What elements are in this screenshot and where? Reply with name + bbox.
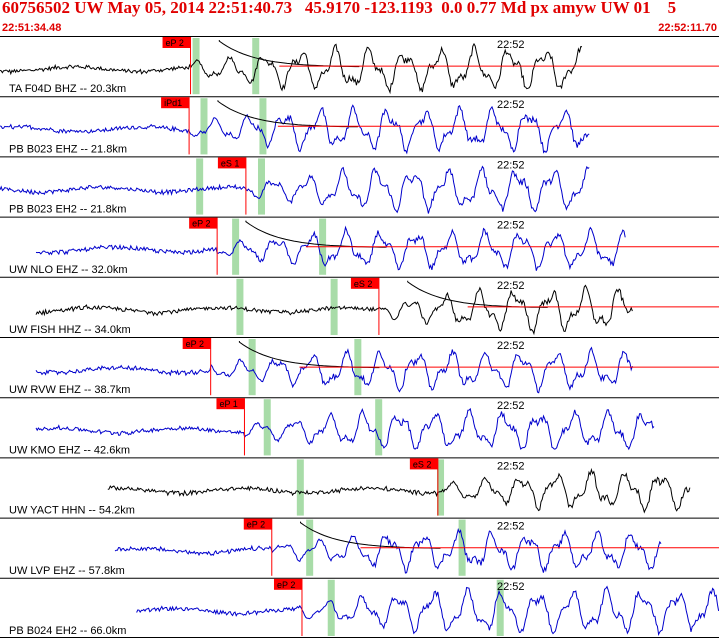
waveform [107, 467, 691, 514]
waveform [114, 528, 662, 574]
trace-row: eS 2 22:52 UW FISH HHZ -- 34.0km [0, 276, 719, 336]
trace-row: eP 2 22:52 TA F04D BHZ -- 20.3km [0, 36, 719, 95]
waveform [35, 284, 633, 336]
time-marker: 22:52 [497, 340, 525, 352]
station-label: UW KMO EHZ -- 42.6km [9, 444, 130, 456]
pick-window [327, 579, 335, 636]
pick-window [296, 459, 304, 516]
pick-window [437, 459, 445, 516]
coda-curve [407, 280, 548, 308]
pick-window [375, 399, 383, 456]
station-label: PB B023 EH2 -- 21.8km [9, 204, 126, 216]
station-label: UW LVP EHZ -- 57.8km [9, 565, 125, 577]
coda-curve [245, 220, 386, 248]
pick-flag[interactable] [182, 338, 211, 349]
pick-flag[interactable] [350, 277, 379, 289]
trace-row: eP 2 22:52 UW NLO EHZ -- 32.0km [0, 216, 719, 276]
pick-label[interactable]: eP 2 [247, 520, 265, 530]
pick-window [330, 278, 338, 335]
pick-window [236, 278, 244, 335]
time-marker: 22:52 [497, 460, 525, 472]
trace-row: eP 2 22:52 UW LVP EHZ -- 57.8km [0, 517, 719, 577]
pick-window [196, 158, 204, 215]
pick-window [192, 38, 200, 95]
end-time: 22:52:11.70 [658, 22, 717, 34]
pick-flag[interactable] [409, 458, 438, 470]
seismogram-panel: eP 2 22:52 TA F04D BHZ -- 20.3km iPd1 22:52 P… [0, 36, 719, 638]
time-marker: 22:52 [497, 39, 525, 51]
station-label: TA F04D BHZ -- 20.3km [9, 83, 126, 95]
pick-flag[interactable] [243, 518, 272, 530]
trace-row: eP 2 22:52 PB B024 EH2 -- 66.0km [0, 577, 719, 637]
pick-flag[interactable] [217, 157, 246, 169]
time-marker: 22:52 [497, 220, 525, 232]
time-marker: 22:52 [497, 581, 525, 593]
station-label: UW NLO EHZ -- 32.0km [9, 264, 128, 276]
station-label: PB B023 EHZ -- 21.8km [9, 143, 127, 155]
time-marker: 22:52 [497, 99, 525, 111]
pick-window [306, 519, 314, 576]
pick-window [496, 579, 504, 636]
waveform [0, 104, 590, 155]
time-marker: 22:52 [497, 159, 525, 171]
event-header: 60756502 UW May 05, 2014 22:51:40.73 45.… [0, 0, 719, 36]
waveform [0, 165, 590, 214]
pick-window [252, 38, 260, 95]
trace-row: eS 1 22:52 PB B023 EH2 -- 21.8km [0, 156, 719, 216]
waveform [35, 407, 655, 451]
pick-label[interactable]: eS 2 [354, 279, 373, 289]
time-marker: 22:52 [497, 400, 525, 412]
waveform [136, 585, 719, 637]
pick-label[interactable]: eP 2 [186, 339, 204, 349]
event-title: 60756502 UW May 05, 2014 22:51:40.73 45.… [2, 0, 677, 17]
pick-flag[interactable] [216, 398, 245, 410]
station-label: UW RVW EHZ -- 38.7km [9, 384, 130, 396]
trace-row: eP 1 22:52 UW KMO EHZ -- 42.6km [0, 397, 719, 456]
pick-flag[interactable] [273, 578, 302, 590]
pick-label[interactable]: eP 2 [166, 38, 184, 48]
pick-window [263, 399, 271, 456]
pick-window [200, 98, 208, 155]
trace-row: iPd1 22:52 PB B023 EHZ -- 21.8km [0, 96, 719, 155]
pick-label[interactable]: eP 1 [219, 399, 237, 409]
pick-window [257, 158, 265, 215]
pick-label[interactable]: eS 1 [221, 158, 240, 168]
pick-window [259, 98, 267, 155]
pick-window [248, 339, 256, 396]
pick-label[interactable]: eP 2 [192, 219, 210, 229]
pick-label[interactable]: eP 2 [277, 580, 295, 590]
coda-curve [217, 100, 358, 128]
waveform [35, 346, 633, 394]
pick-flag[interactable] [189, 217, 218, 229]
pick-label[interactable]: iPd1 [164, 98, 182, 108]
station-label: UW YACT HHN -- 54.2km [9, 505, 135, 517]
pick-window [232, 218, 240, 275]
station-label: PB B024 EH2 -- 66.0km [9, 625, 126, 637]
pick-flag[interactable] [162, 37, 191, 48]
waveform [35, 225, 626, 271]
trace-row: eP 2 22:52 UW RVW EHZ -- 38.7km [0, 337, 719, 396]
trace-row: eS 2 22:52 UW YACT HHN -- 54.2km [0, 457, 719, 517]
pick-flag[interactable] [161, 97, 190, 109]
start-time: 22:51:34.48 [2, 22, 62, 34]
time-marker: 22:52 [497, 521, 525, 533]
time-marker: 22:52 [497, 280, 525, 292]
station-label: UW FISH HHZ -- 34.0km [9, 324, 131, 336]
pick-label[interactable]: eS 2 [413, 459, 432, 469]
